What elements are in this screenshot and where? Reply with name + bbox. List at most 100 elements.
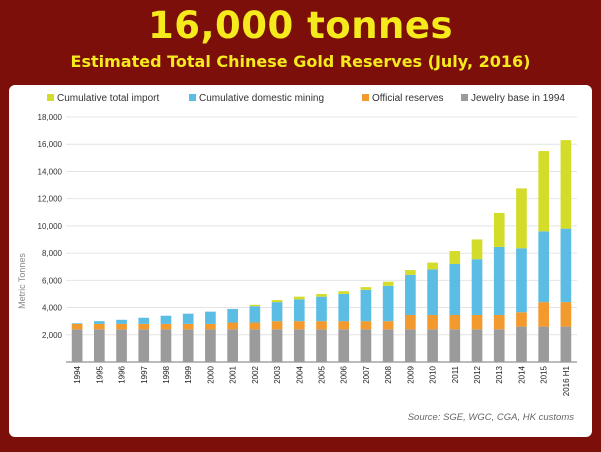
bar-segment-cumulative-domestic-mining [516,248,527,313]
bar-segment-jewelry-base-in-1994 [449,329,461,362]
bar-segment-jewelry-base-in-1994 [293,329,305,362]
x-tick-label: 2015 [540,365,549,383]
bar-segment-cumulative-domestic-mining [93,321,105,324]
bar-segment-official-reserves [293,321,305,330]
bar-segment-official-reserves [338,321,350,330]
x-tick-label: 2003 [273,365,282,383]
y-tick-label: 6,000 [42,276,63,285]
bar-segment-jewelry-base-in-1994 [205,329,216,362]
bar-segment-jewelry-base-in-1994 [227,329,238,362]
x-tick-label: 2014 [517,365,526,383]
bar-segment-jewelry-base-in-1994 [138,329,150,362]
y-tick-label: 2,000 [42,331,63,340]
x-tick-label: 1996 [118,365,127,383]
bar-segment-official-reserves [560,302,572,327]
bar-segment-cumulative-total-import [338,291,350,294]
bar-segment-cumulative-domestic-mining [249,306,261,323]
x-tick-label: 2013 [495,365,504,383]
legend-label-cumulative-total-import: Cumulative total import [57,93,159,104]
y-tick-label: 16,000 [38,140,63,149]
bar-segment-cumulative-total-import [249,304,261,307]
bar-segment-cumulative-total-import [538,151,550,232]
bar-segment-cumulative-domestic-mining [449,263,461,315]
y-axis: 2,000 4,000 6,000 8,000 10,000 12,000 14,000 16… [38,113,63,340]
bar-segment-official-reserves [71,323,83,330]
x-tick-label: 2002 [251,365,260,383]
legend-label-cumulative-domestic-mining: Cumulative domestic mining [199,93,324,104]
bar-segment-official-reserves [138,323,150,330]
bar-segment-cumulative-domestic-mining [560,228,572,303]
bar-segment-jewelry-base-in-1994 [316,329,327,362]
x-tick-label: 2001 [229,365,238,383]
bar-segment-jewelry-base-in-1994 [71,329,83,362]
legend-swatch-official-reserves [362,94,369,101]
x-tick-label: 2000 [206,365,215,383]
bar-segment-official-reserves [249,322,261,330]
bar-segment-cumulative-domestic-mining [316,296,327,322]
x-tick-label: 2005 [318,365,327,383]
y-tick-label: 8,000 [42,249,63,258]
bar-segment-official-reserves [116,323,127,330]
bar-segment-cumulative-domestic-mining [160,315,172,324]
bar-segment-official-reserves [538,302,550,327]
bar-segment-official-reserves [160,323,172,330]
bar-segment-official-reserves [471,314,483,330]
x-tick-label: 1997 [140,365,149,383]
bar-segment-cumulative-total-import [560,140,572,229]
bar-segment-cumulative-total-import [405,270,416,275]
bar-segment-jewelry-base-in-1994 [249,329,261,362]
x-tick-label: 1995 [95,365,104,383]
bar-segment-cumulative-domestic-mining [205,311,216,324]
bar-segment-jewelry-base-in-1994 [382,329,394,362]
y-tick-label: 4,000 [42,304,63,313]
chart-panel: Cumulative total import Cumulative domest… [9,85,592,437]
bar-segment-cumulative-total-import [293,296,305,300]
x-tick-label: 1998 [162,365,171,383]
x-tick-label: 2007 [362,365,371,383]
bar-segment-official-reserves [493,314,505,330]
bar-segment-official-reserves [227,322,238,330]
bar-segment-cumulative-domestic-mining [182,313,194,324]
bar-segment-jewelry-base-in-1994 [338,329,350,362]
y-tick-label: 14,000 [38,167,63,176]
bar-segment-cumulative-domestic-mining [338,293,350,322]
bar-segment-cumulative-domestic-mining [271,302,283,322]
bar-segment-cumulative-total-import [449,251,461,264]
bar-segment-cumulative-total-import [516,188,527,249]
bar-segment-cumulative-domestic-mining [138,317,150,324]
bar-segment-official-reserves [182,323,194,330]
x-tick-label: 2010 [429,365,438,383]
bar-segment-jewelry-base-in-1994 [538,326,550,362]
bar-segment-jewelry-base-in-1994 [427,329,438,362]
bar-segment-official-reserves [516,312,527,327]
gridlines [66,116,577,363]
bar-segment-cumulative-domestic-mining [360,289,372,322]
bar-segment-jewelry-base-in-1994 [516,326,527,362]
bar-segment-jewelry-base-in-1994 [560,326,572,362]
bar-segment-cumulative-domestic-mining [471,259,483,315]
bar-segment-jewelry-base-in-1994 [360,329,372,362]
bar-segment-jewelry-base-in-1994 [271,329,283,362]
bar-segment-cumulative-total-import [382,281,394,286]
x-tick-label: 2004 [295,365,304,383]
legend: Cumulative total import Cumulative domest… [47,93,565,104]
bar-segment-official-reserves [427,314,438,330]
bars [71,140,572,362]
legend-label-official-reserves: Official reserves [372,93,444,104]
bar-segment-official-reserves [360,321,372,330]
legend-swatch-cumulative-domestic-mining [189,94,196,101]
bar-segment-cumulative-total-import [471,239,483,260]
bar-segment-official-reserves [382,321,394,330]
bar-segment-official-reserves [93,323,105,330]
source-note: Source: SGE, WGC, CGA, HK customs [408,412,575,423]
bar-segment-cumulative-domestic-mining [116,319,127,324]
x-tick-label: 2008 [384,365,393,383]
bar-segment-official-reserves [449,314,461,330]
bar-segment-cumulative-total-import [271,300,283,303]
legend-label-jewelry-base-in-1994: Jewelry base in 1994 [471,93,565,104]
y-tick-label: 12,000 [38,195,63,204]
bar-segment-jewelry-base-in-1994 [493,329,505,362]
x-tick-label: 2006 [340,365,349,383]
bar-segment-cumulative-domestic-mining [493,246,505,315]
bar-segment-cumulative-total-import [316,293,327,297]
